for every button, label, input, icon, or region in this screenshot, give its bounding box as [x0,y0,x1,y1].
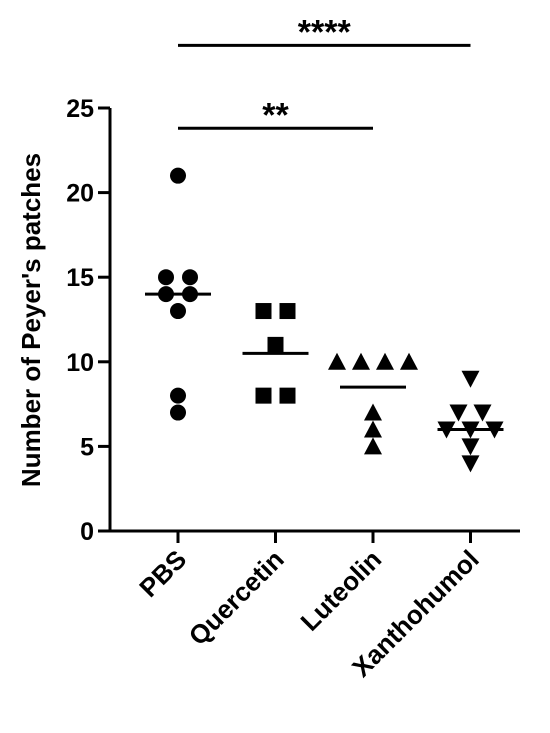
x-tick-label: Quercetin [183,544,290,651]
point [170,387,186,404]
point [364,437,382,455]
y-tick-label: 0 [80,518,94,546]
point [376,352,394,370]
y-tick-label: 25 [66,95,94,123]
point [255,387,272,404]
point [328,352,346,370]
x-tick-label: PBS [133,544,192,603]
point [364,403,382,421]
significance-label: **** [298,13,352,51]
y-tick-label: 20 [66,180,94,208]
point [449,404,468,422]
y-tick-label: 15 [66,264,94,292]
point [170,167,186,184]
point [267,336,284,353]
point [279,303,296,320]
point [279,387,296,404]
point [461,438,480,456]
significance-label: ** [262,96,289,134]
y-tick-label: 5 [80,433,94,461]
point [182,269,198,286]
point [255,303,272,320]
point [158,269,174,286]
point [400,352,418,370]
point [461,370,480,388]
point [364,420,382,438]
y-tick-label: 10 [66,349,94,377]
point [461,455,480,473]
point [473,404,492,422]
y-axis-label: Number of Peyer's patches [16,153,46,487]
point [170,303,186,320]
x-tick-label: Luteolin [295,544,388,637]
point [170,404,186,421]
point [352,352,370,370]
